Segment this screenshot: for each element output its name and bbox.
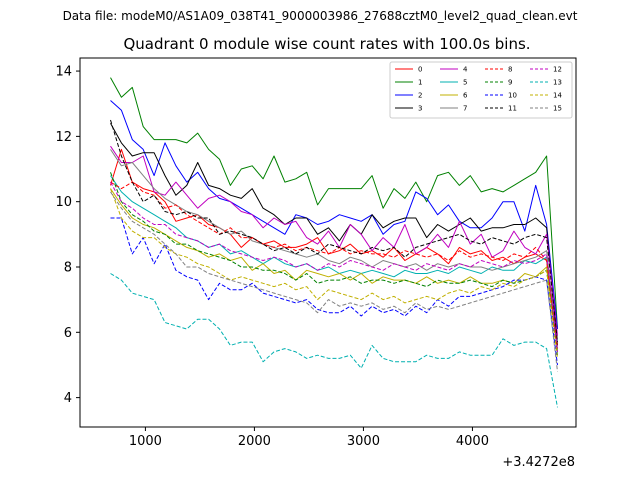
- axes-frame: [79, 57, 577, 428]
- legend-entry-9: 9: [485, 79, 512, 87]
- legend-label: 3: [418, 105, 422, 113]
- legend-entry-7: 7: [440, 105, 467, 113]
- x-offset-text: +3.4272e8: [502, 455, 575, 470]
- legend-label: 8: [508, 66, 512, 74]
- x-axis: 1000 2000 3000 4000: [129, 427, 489, 449]
- series-line-0: [110, 148, 558, 346]
- series-line-2: [110, 100, 558, 330]
- series-line-5: [110, 175, 558, 352]
- y-tick-label: 14: [55, 65, 72, 80]
- legend-entry-4: 4: [440, 66, 468, 74]
- series-line-15: [110, 191, 558, 372]
- x-tick-label: 1000: [129, 434, 162, 449]
- legend-label: 5: [463, 79, 467, 87]
- legend-box: [389, 61, 573, 119]
- legend-label: 11: [508, 105, 517, 113]
- legend-entry-6: 6: [440, 92, 468, 100]
- legend-label: 0: [418, 66, 422, 74]
- legend-entry-11: 11: [485, 105, 517, 113]
- series-line-11: [110, 119, 558, 343]
- y-tick-label: 8: [64, 260, 72, 275]
- y-tick-label: 10: [55, 195, 72, 210]
- series-line-10: [110, 217, 558, 366]
- series-line-4: [110, 145, 558, 336]
- series-line-7: [110, 149, 558, 349]
- legend-entry-13: 13: [530, 79, 562, 87]
- y-tick-label: 12: [55, 130, 72, 145]
- series-line-9: [110, 172, 558, 356]
- x-tick-label: 4000: [456, 434, 489, 449]
- figure-suptitle: Data file: modeM0/AS1A09_038T41_90000039…: [63, 9, 578, 23]
- legend-entry-1: 1: [395, 79, 422, 87]
- plot-lines: [110, 77, 558, 408]
- x-tick-label: 2000: [238, 434, 271, 449]
- legend-entry-0: 0: [395, 66, 422, 74]
- legend-entry-12: 12: [530, 66, 562, 74]
- y-tick-label: 6: [64, 326, 72, 341]
- legend-label: 9: [508, 79, 512, 87]
- chart-title: Quadrant 0 module wise count rates with …: [123, 35, 530, 53]
- series-line-3: [110, 123, 558, 346]
- legend-label: 12: [553, 66, 562, 74]
- legend-entry-8: 8: [485, 66, 512, 74]
- legend-label: 7: [463, 105, 467, 113]
- legend-entry-15: 15: [530, 105, 562, 113]
- legend-entry-10: 10: [485, 92, 517, 100]
- legend-label: 2: [418, 92, 422, 100]
- series-line-8: [110, 181, 558, 349]
- x-tick-label: 3000: [347, 434, 380, 449]
- y-tick-label: 4: [64, 391, 72, 406]
- legend-label: 14: [553, 92, 562, 100]
- legend-label: 1: [418, 79, 422, 87]
- legend-label: 10: [508, 92, 517, 100]
- y-axis: 4 6 8 10 12 14: [55, 65, 80, 406]
- legend-entry-5: 5: [440, 79, 467, 87]
- legend-label: 15: [553, 105, 562, 113]
- legend-label: 4: [463, 66, 468, 74]
- legend-entry-3: 3: [395, 105, 422, 113]
- series-line-14: [110, 188, 558, 359]
- legend-label: 13: [553, 79, 562, 87]
- series-line-13: [110, 273, 558, 408]
- series-line-12: [110, 181, 558, 352]
- series-line-6: [110, 188, 558, 352]
- legend-label: 6: [463, 92, 468, 100]
- series-line-1: [110, 77, 558, 330]
- legend-entry-2: 2: [395, 92, 422, 100]
- legend-entry-14: 14: [530, 92, 562, 100]
